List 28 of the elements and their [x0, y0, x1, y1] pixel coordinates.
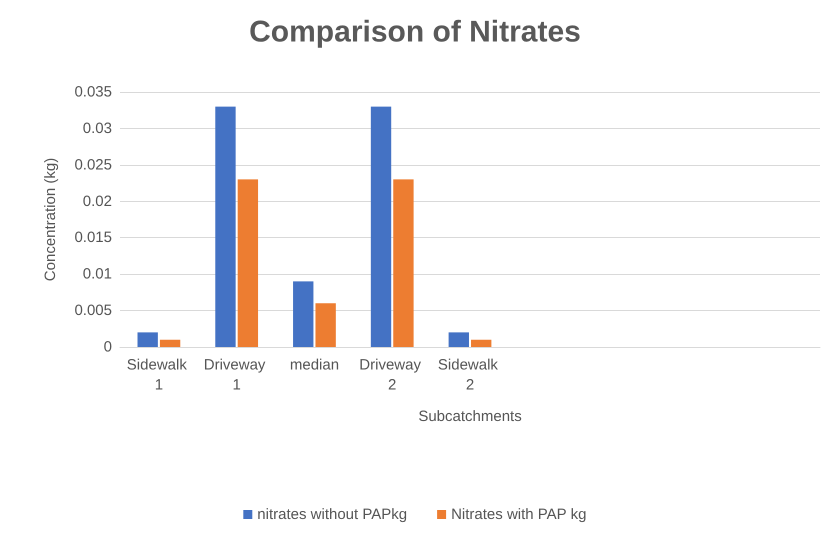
x-tick-label: median — [290, 356, 340, 374]
y-tick-label: 0.03 — [82, 120, 112, 137]
bar — [238, 179, 258, 347]
y-tick-label: 0.015 — [74, 229, 112, 246]
x-tick-label: Sidewalk 1 — [126, 356, 191, 394]
bar — [448, 332, 469, 347]
x-tick-label: Driveway 1 — [204, 356, 270, 394]
legend-label: nitrates without PAPkg — [257, 506, 408, 523]
bar — [370, 106, 392, 347]
bar — [393, 179, 414, 347]
y-tick-label: 0.025 — [74, 156, 112, 174]
bar — [293, 281, 314, 347]
y-axis-title: Concentration (kg) — [42, 158, 59, 282]
x-axis-title: Subcatchments — [418, 408, 522, 425]
chart-title: Comparison of Nitrates — [249, 16, 581, 48]
y-tick-label: 0.01 — [82, 266, 112, 283]
y-tick-label: 0.035 — [74, 84, 112, 100]
legend-label: Nitrates with PAP kg — [451, 506, 586, 523]
x-tick-label: Driveway 2 — [359, 356, 426, 394]
bar — [471, 340, 492, 347]
bar — [315, 303, 336, 347]
y-tick-label: 0.005 — [74, 302, 112, 320]
x-tick-label: Sidewalk 2 — [438, 356, 502, 394]
bar — [160, 340, 180, 347]
bar — [215, 106, 236, 347]
y-tick-label: 0.02 — [82, 192, 112, 210]
y-tick-label: 0 — [104, 338, 112, 356]
bar — [138, 332, 158, 347]
